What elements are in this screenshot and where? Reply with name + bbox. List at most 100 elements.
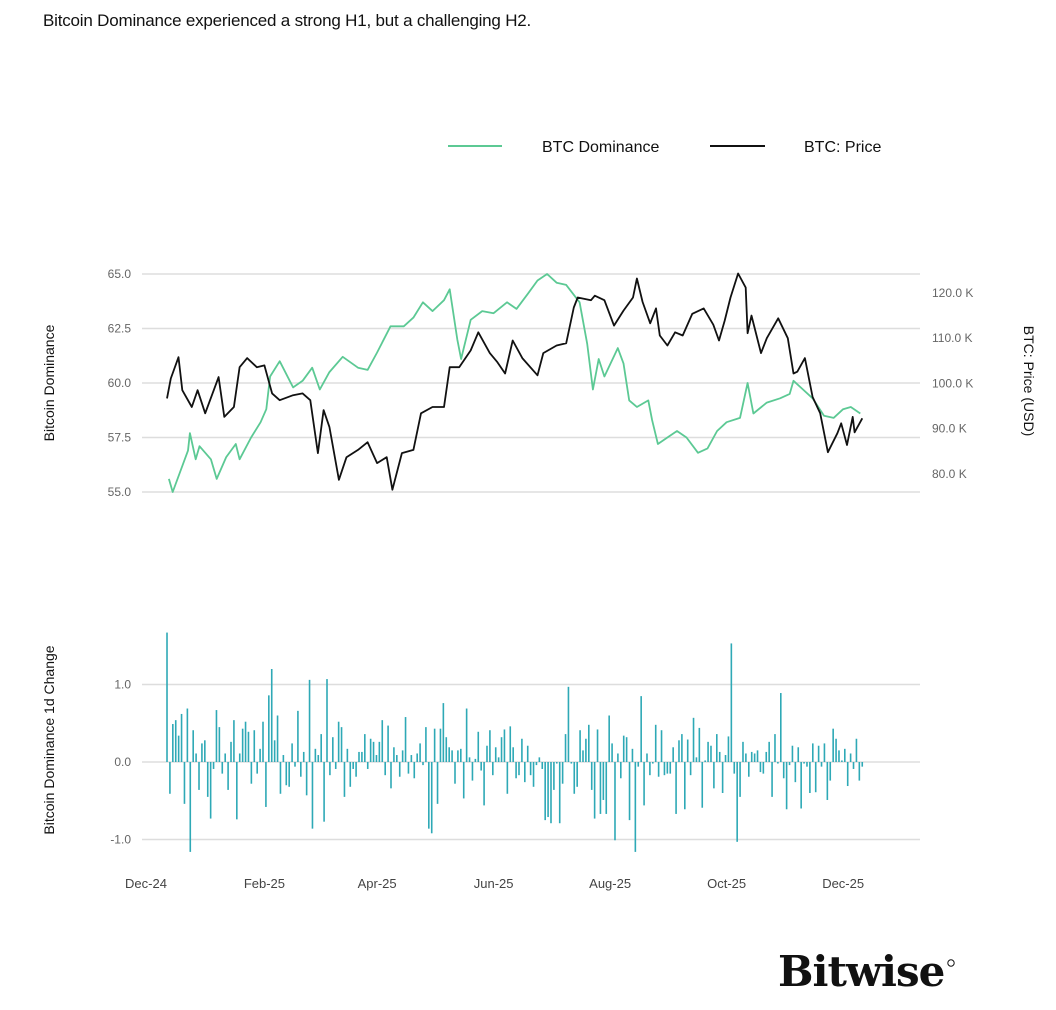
bar xyxy=(317,755,320,762)
bar xyxy=(332,737,334,762)
bar-tick-label: 1.0 xyxy=(114,678,131,692)
bar xyxy=(628,762,631,821)
bar xyxy=(782,762,785,779)
bar xyxy=(204,740,206,762)
bar xyxy=(396,755,398,762)
bar xyxy=(436,762,439,804)
bar xyxy=(779,693,782,762)
bar xyxy=(803,762,805,764)
bar xyxy=(172,724,174,762)
bar xyxy=(785,762,788,810)
bar xyxy=(861,762,864,767)
bar xyxy=(282,755,285,762)
bar xyxy=(218,727,221,762)
bar xyxy=(532,762,535,787)
bar xyxy=(765,751,768,762)
bar xyxy=(230,741,232,762)
bar xyxy=(567,686,570,762)
bar xyxy=(247,731,250,762)
bar xyxy=(186,708,189,762)
bar xyxy=(695,757,698,762)
bar xyxy=(291,743,293,762)
bar xyxy=(541,762,544,769)
bar xyxy=(398,762,401,777)
left-axis-label: Bitcoin Dominance xyxy=(41,324,57,441)
bar xyxy=(643,762,645,806)
bar xyxy=(858,762,861,781)
bar xyxy=(756,750,759,762)
bar xyxy=(707,741,709,762)
bar xyxy=(686,739,689,762)
bar xyxy=(422,762,424,766)
bar xyxy=(355,762,357,777)
bar xyxy=(372,741,375,762)
legend-label-price: BTC: Price xyxy=(804,139,881,156)
bar xyxy=(439,728,442,762)
bar xyxy=(471,762,474,781)
bar xyxy=(169,762,171,794)
bar xyxy=(611,743,613,762)
bar xyxy=(713,762,715,789)
bar xyxy=(811,743,814,762)
bar xyxy=(393,747,395,762)
bar xyxy=(480,762,482,771)
bar xyxy=(748,762,750,777)
bar xyxy=(774,734,776,762)
bar xyxy=(814,762,817,793)
bar xyxy=(593,762,596,819)
bar xyxy=(660,730,663,762)
x-axis-ticks: Dec-24 Feb-25 Apr-25 Jun-25 Aug-25 Oct-25 Dec-… xyxy=(125,876,864,891)
bar xyxy=(524,762,526,783)
bar xyxy=(305,762,308,796)
bar xyxy=(721,762,724,793)
bar xyxy=(777,762,779,764)
left-tick-label: 60.0 xyxy=(108,376,132,390)
bar xyxy=(381,720,384,762)
bar xyxy=(346,748,349,762)
bar xyxy=(768,741,770,762)
bar xyxy=(183,762,186,804)
bar xyxy=(500,737,503,762)
bar xyxy=(750,751,753,762)
bar xyxy=(337,721,340,762)
bar xyxy=(701,762,704,808)
bar xyxy=(206,762,209,797)
bar xyxy=(477,731,480,762)
bar xyxy=(736,762,738,842)
bar xyxy=(547,762,549,818)
bar xyxy=(401,750,404,762)
bar-series xyxy=(166,632,864,852)
bar xyxy=(483,762,485,806)
bar xyxy=(323,762,325,822)
x-tick-label: Jun-25 xyxy=(474,876,514,891)
bar xyxy=(835,738,837,762)
bar xyxy=(174,720,177,762)
bar xyxy=(241,728,244,762)
right-tick-label: 80.0 K xyxy=(932,467,967,481)
bar xyxy=(492,762,494,776)
registered-mark-icon xyxy=(947,959,955,967)
bar xyxy=(657,762,660,777)
bar xyxy=(622,735,625,762)
bar xyxy=(771,762,773,797)
bar xyxy=(553,762,555,790)
right-tick-label: 90.0 K xyxy=(932,422,967,436)
bar xyxy=(742,741,744,762)
bar xyxy=(442,703,445,762)
bar xyxy=(320,734,322,762)
bar xyxy=(268,695,270,762)
bar xyxy=(678,740,680,762)
bar xyxy=(227,762,229,790)
bar xyxy=(634,762,637,852)
bar xyxy=(250,762,253,784)
bar xyxy=(270,669,273,762)
bar xyxy=(529,762,532,776)
bar xyxy=(375,755,378,762)
bar xyxy=(462,762,465,799)
bar xyxy=(521,738,523,762)
x-tick-label: Feb-25 xyxy=(244,876,285,891)
bar xyxy=(177,735,180,762)
bar xyxy=(279,762,282,794)
left-tick-label: 65.0 xyxy=(108,267,132,281)
bar xyxy=(297,710,299,762)
